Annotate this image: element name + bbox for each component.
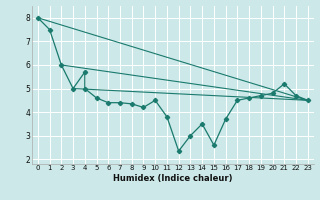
- X-axis label: Humidex (Indice chaleur): Humidex (Indice chaleur): [113, 174, 233, 183]
